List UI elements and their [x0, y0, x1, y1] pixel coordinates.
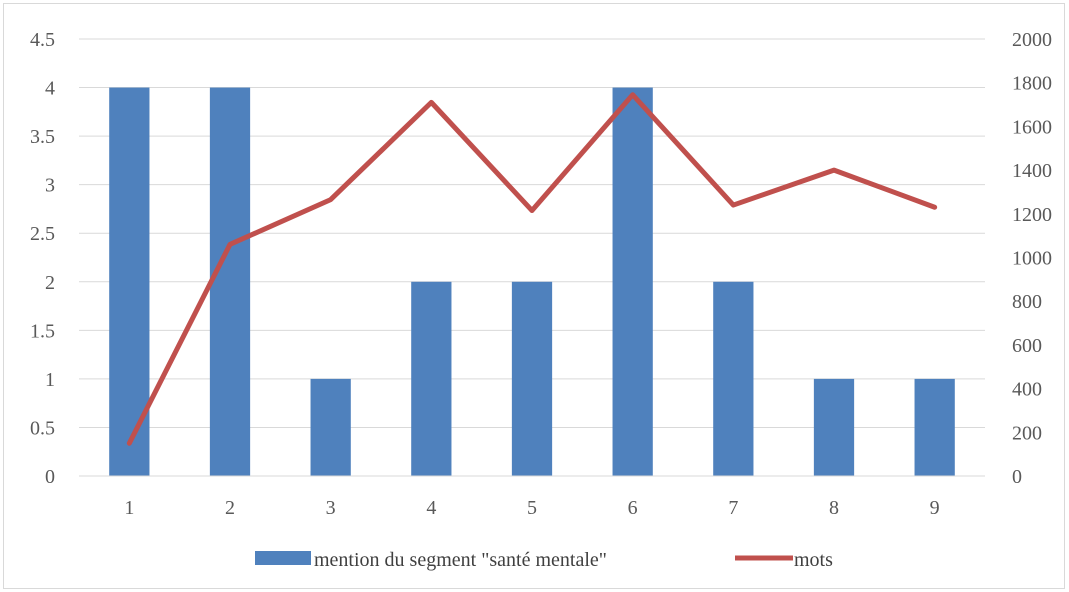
- right-tick-label: 600: [1012, 335, 1042, 357]
- x-tick-label: 4: [426, 497, 436, 519]
- bar-series: [109, 87, 955, 477]
- left-tick-label: 2.5: [30, 223, 55, 245]
- legend: mention du segment "santé mentale" mots: [255, 549, 833, 571]
- right-tick-label: 1800: [1012, 73, 1052, 95]
- right-tick-label: 1200: [1012, 204, 1052, 226]
- legend-label-line: mots: [794, 549, 833, 571]
- left-tick-label: 3.5: [30, 126, 55, 148]
- x-axis-ticks: 1 2 3 4 5 6 7 8 9: [124, 497, 939, 519]
- left-tick-label: 1: [45, 369, 55, 391]
- left-tick-label: 0.5: [30, 417, 55, 439]
- left-tick-label: 4.5: [30, 29, 55, 51]
- x-tick-label: 8: [829, 497, 839, 519]
- left-tick-label: 0: [45, 466, 55, 488]
- right-tick-label: 1000: [1012, 248, 1052, 270]
- right-tick-label: 2000: [1012, 29, 1052, 51]
- left-tick-label: 1.5: [30, 320, 55, 342]
- right-axis-ticks: 0 200 400 600 800 1000 1200 1400 1600 1800 2000: [1012, 29, 1052, 488]
- right-tick-label: 400: [1012, 379, 1042, 401]
- left-tick-label: 2: [45, 272, 55, 294]
- bar: [310, 378, 351, 476]
- x-tick-label: 9: [930, 497, 940, 519]
- x-tick-label: 5: [527, 497, 537, 519]
- legend-swatch-bars: [255, 551, 311, 565]
- bar: [511, 281, 553, 476]
- right-tick-label: 200: [1012, 422, 1042, 444]
- bar: [914, 378, 955, 476]
- line-path: [126, 92, 938, 446]
- bar: [411, 281, 452, 476]
- x-tick-label: 1: [124, 497, 134, 519]
- x-tick-label: 6: [628, 497, 638, 519]
- left-tick-label: 4: [45, 78, 55, 100]
- bar: [813, 378, 855, 476]
- x-tick-label: 7: [728, 497, 738, 519]
- legend-label-bars: mention du segment "santé mentale": [314, 549, 607, 571]
- x-tick-label: 2: [225, 497, 235, 519]
- line-series: [126, 92, 938, 446]
- left-axis-ticks: 0 0.5 1 1.5 2 2.5 3 3.5 4 4.5: [30, 29, 55, 488]
- right-tick-label: 800: [1012, 291, 1042, 313]
- bar: [713, 281, 754, 476]
- right-tick-label: 1400: [1012, 160, 1052, 182]
- bar: [612, 87, 653, 477]
- left-tick-label: 3: [45, 175, 55, 197]
- x-tick-label: 3: [326, 497, 336, 519]
- right-tick-label: 1600: [1012, 116, 1052, 138]
- right-tick-label: 0: [1012, 466, 1022, 488]
- bar: [209, 87, 251, 477]
